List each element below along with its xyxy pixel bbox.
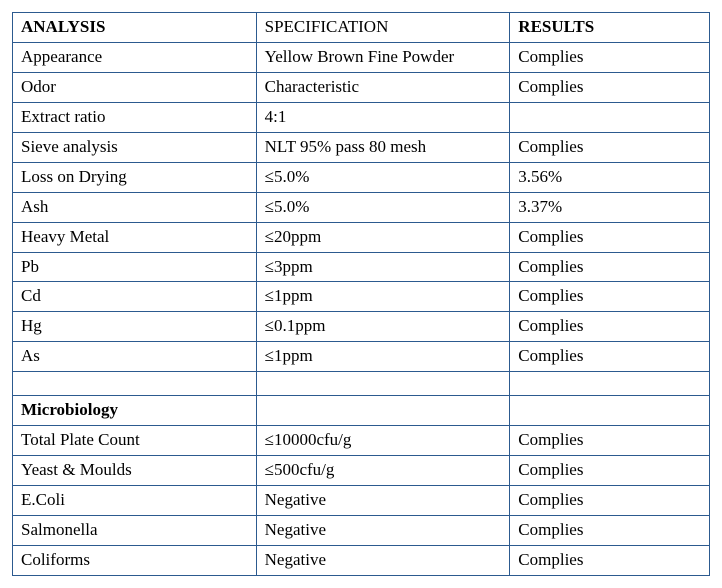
cell-specification: Negative — [256, 516, 510, 546]
table-row: Pb ≤3ppm Complies — [13, 252, 710, 282]
table-row: Total Plate Count ≤10000cfu/g Complies — [13, 426, 710, 456]
cell-specification: ≤3ppm — [256, 252, 510, 282]
spacer-cell — [13, 372, 257, 396]
cell-analysis: Appearance — [13, 42, 257, 72]
section-label: Microbiology — [13, 396, 257, 426]
cell-specification: Yellow Brown Fine Powder — [256, 42, 510, 72]
cell-analysis: Hg — [13, 312, 257, 342]
table-row: Salmonella Negative Complies — [13, 516, 710, 546]
cell-analysis: Extract ratio — [13, 102, 257, 132]
cell-specification: ≤5.0% — [256, 162, 510, 192]
section-results-empty — [510, 396, 710, 426]
cell-analysis: Ash — [13, 192, 257, 222]
cell-results: 3.56% — [510, 162, 710, 192]
cell-specification: ≤20ppm — [256, 222, 510, 252]
cell-specification: ≤500cfu/g — [256, 456, 510, 486]
cell-results: 3.37% — [510, 192, 710, 222]
spacer-cell — [256, 372, 510, 396]
section-header-row: Microbiology — [13, 396, 710, 426]
table-row: Cd ≤1ppm Complies — [13, 282, 710, 312]
table-header-row: ANALYSIS SPECIFICATION RESULTS — [13, 13, 710, 43]
header-analysis: ANALYSIS — [13, 13, 257, 43]
header-specification: SPECIFICATION — [256, 13, 510, 43]
cell-analysis: Coliforms — [13, 545, 257, 575]
cell-specification: ≤1ppm — [256, 342, 510, 372]
header-results: RESULTS — [510, 13, 710, 43]
cell-specification: ≤0.1ppm — [256, 312, 510, 342]
cell-results: Complies — [510, 42, 710, 72]
cell-results: Complies — [510, 545, 710, 575]
cell-analysis: Sieve analysis — [13, 132, 257, 162]
cell-specification: ≤5.0% — [256, 192, 510, 222]
cell-results: Complies — [510, 426, 710, 456]
table-row: Odor Characteristic Complies — [13, 72, 710, 102]
spacer-cell — [510, 372, 710, 396]
cell-specification: Negative — [256, 486, 510, 516]
cell-results: Complies — [510, 486, 710, 516]
cell-results: Complies — [510, 456, 710, 486]
cell-analysis: Total Plate Count — [13, 426, 257, 456]
cell-results: Complies — [510, 252, 710, 282]
table-row: Ash ≤5.0% 3.37% — [13, 192, 710, 222]
cell-results: Complies — [510, 516, 710, 546]
cell-analysis: Pb — [13, 252, 257, 282]
cell-specification: ≤1ppm — [256, 282, 510, 312]
table-row: Coliforms Negative Complies — [13, 545, 710, 575]
cell-results: Complies — [510, 132, 710, 162]
spec-table: ANALYSIS SPECIFICATION RESULTS Appearanc… — [12, 12, 710, 576]
cell-specification: Characteristic — [256, 72, 510, 102]
table-row: Yeast & Moulds ≤500cfu/g Complies — [13, 456, 710, 486]
table-row: Heavy Metal ≤20ppm Complies — [13, 222, 710, 252]
table-row: Loss on Drying ≤5.0% 3.56% — [13, 162, 710, 192]
cell-analysis: Loss on Drying — [13, 162, 257, 192]
cell-analysis: Odor — [13, 72, 257, 102]
cell-specification: NLT 95% pass 80 mesh — [256, 132, 510, 162]
table-row: Appearance Yellow Brown Fine Powder Comp… — [13, 42, 710, 72]
spacer-row — [13, 372, 710, 396]
cell-results — [510, 102, 710, 132]
cell-analysis: Yeast & Moulds — [13, 456, 257, 486]
table-row: As ≤1ppm Complies — [13, 342, 710, 372]
table-row: Sieve analysis NLT 95% pass 80 mesh Comp… — [13, 132, 710, 162]
table-row: E.Coli Negative Complies — [13, 486, 710, 516]
cell-results: Complies — [510, 342, 710, 372]
cell-results: Complies — [510, 312, 710, 342]
table-row: Hg ≤0.1ppm Complies — [13, 312, 710, 342]
cell-analysis: Salmonella — [13, 516, 257, 546]
cell-results: Complies — [510, 222, 710, 252]
cell-analysis: E.Coli — [13, 486, 257, 516]
section-spec-empty — [256, 396, 510, 426]
cell-results: Complies — [510, 282, 710, 312]
cell-specification: ≤10000cfu/g — [256, 426, 510, 456]
cell-specification: 4:1 — [256, 102, 510, 132]
table-row: Extract ratio 4:1 — [13, 102, 710, 132]
cell-analysis: Cd — [13, 282, 257, 312]
cell-results: Complies — [510, 72, 710, 102]
cell-specification: Negative — [256, 545, 510, 575]
cell-analysis: Heavy Metal — [13, 222, 257, 252]
cell-analysis: As — [13, 342, 257, 372]
